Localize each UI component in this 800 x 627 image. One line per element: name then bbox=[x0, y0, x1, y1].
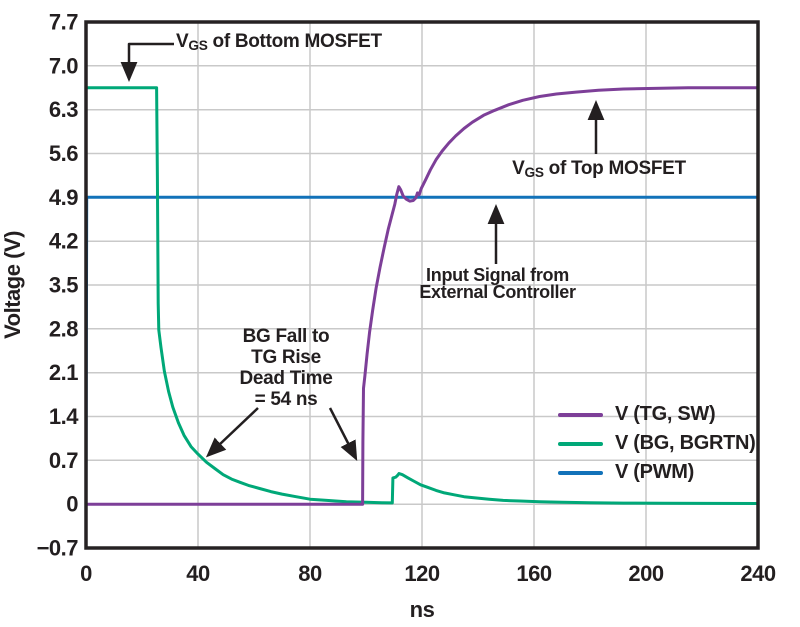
y-tick-label: 7.0 bbox=[49, 53, 78, 78]
annotation-line: TG Rise bbox=[251, 347, 321, 368]
x-tick-label: 80 bbox=[298, 561, 322, 586]
annotation-vgs-top-mosfet: VGS of Top MOSFET bbox=[494, 158, 704, 180]
bottom-mosfet-arrow bbox=[120, 42, 174, 82]
x-tick-label: 240 bbox=[740, 561, 775, 586]
annotation-subscript: GS bbox=[188, 38, 208, 53]
legend: V (TG, SW) V (BG, BGRTN) V (PWM) bbox=[558, 400, 756, 487]
y-tick-label: 2.1 bbox=[49, 360, 78, 385]
x-axis-title: ns bbox=[410, 597, 435, 622]
y-tick-label: 2.8 bbox=[49, 316, 78, 341]
legend-item-bg-bgrtn: V (BG, BGRTN) bbox=[558, 429, 756, 458]
annotation-line: Input Signal from bbox=[426, 265, 569, 285]
legend-label: V (TG, SW) bbox=[615, 403, 716, 425]
y-tick-label: 3.5 bbox=[49, 273, 78, 298]
y-tick-label: 0.7 bbox=[49, 448, 78, 473]
y-tick-label: 6.3 bbox=[49, 97, 78, 122]
plot-border bbox=[84, 20, 760, 550]
dead-time-arrow-right bbox=[328, 407, 358, 462]
annotation-line: External Controller bbox=[419, 282, 576, 302]
trace-v-tg-sw bbox=[84, 86, 760, 506]
legend-swatch-green bbox=[558, 441, 603, 446]
annotation-dead-time: BG Fall to TG Rise Dead Time = 54 ns bbox=[210, 326, 362, 410]
annotation-vgs-bottom-mosfet: VGS of Bottom MOSFET bbox=[176, 31, 382, 53]
x-tick-label: 40 bbox=[186, 561, 210, 586]
legend-item-pwm: V (PWM) bbox=[558, 458, 756, 487]
y-tick-label: 1.4 bbox=[49, 404, 79, 429]
annotation-arrows bbox=[120, 42, 605, 462]
trace-v-bg-bgrtn bbox=[84, 86, 760, 505]
annotation-subscript: GS bbox=[524, 165, 544, 180]
legend-swatch-blue bbox=[558, 470, 603, 475]
y-tick-label: 4.9 bbox=[49, 185, 78, 210]
annotation-text: V bbox=[176, 31, 189, 52]
annotation-text: of Top MOSFET bbox=[543, 158, 686, 179]
y-tick-label: 7.7 bbox=[49, 10, 78, 35]
annotation-input-signal: Input Signal from External Controller bbox=[395, 265, 600, 302]
y-tick-label: 0 bbox=[66, 492, 78, 517]
x-tick-label: 200 bbox=[628, 561, 663, 586]
x-tick-label: 160 bbox=[516, 561, 551, 586]
annotation-line: BG Fall to bbox=[242, 326, 330, 347]
legend-label: V (BG, BGRTN) bbox=[615, 432, 756, 454]
dead-time-arrow-left bbox=[205, 407, 259, 458]
annotation-text: V bbox=[512, 158, 525, 179]
annotation-text: of Bottom MOSFET bbox=[207, 31, 383, 52]
legend-label: V (PWM) bbox=[615, 461, 694, 483]
annotation-line: = 54 ns bbox=[254, 389, 318, 410]
legend-swatch-purple bbox=[558, 412, 603, 417]
x-tick-label: 0 bbox=[80, 561, 92, 586]
y-tick-label: −0.7 bbox=[37, 536, 79, 561]
legend-item-tg-sw: V (TG, SW) bbox=[558, 400, 756, 429]
y-tick-label: 4.2 bbox=[49, 229, 78, 254]
x-tick-label: 120 bbox=[404, 561, 439, 586]
tick-labels: 0 40 80 120 160 200 240−0.700.71.42.12.83.54.2… bbox=[37, 10, 777, 587]
annotation-line: Dead Time bbox=[239, 368, 333, 389]
y-tick-label: 5.6 bbox=[49, 141, 78, 166]
y-axis-title: Voltage (V) bbox=[0, 231, 25, 339]
